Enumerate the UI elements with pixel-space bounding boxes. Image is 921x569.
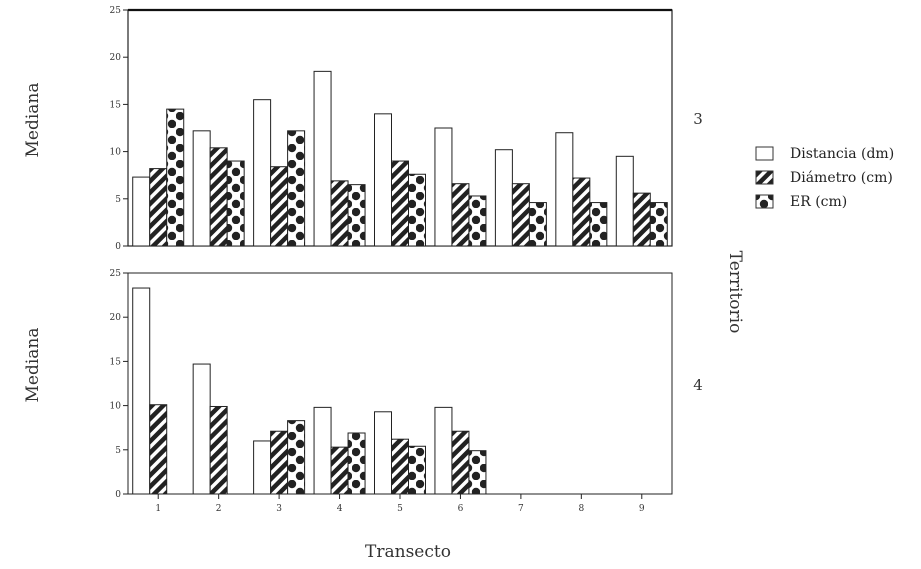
bar-diametro-p3-t7 (511, 183, 530, 247)
bar-diametro-p4-t2 (209, 405, 228, 495)
x-tick-label-8: 8 (578, 504, 584, 514)
bar-distancia-p3-t7 (494, 149, 513, 247)
x-tick-label-7: 7 (518, 504, 524, 514)
x-tick-label-9: 9 (639, 504, 645, 514)
bar-distancia-p3-t4 (313, 70, 332, 247)
bar-er-p3-t6 (468, 195, 487, 247)
bar-distancia-p3-t6 (434, 127, 453, 247)
x-axis-label: Transecto (365, 542, 451, 562)
bar-er-p4-t3 (287, 420, 306, 495)
bar-er-p4-t6 (468, 450, 487, 495)
bar-er-p3-t8 (589, 202, 608, 247)
bar-distancia-p4-t4 (313, 406, 332, 495)
bar-diametro-p3-t1 (149, 168, 168, 247)
bar-diametro-p4-t4 (330, 446, 349, 495)
bar-diametro-p4-t5 (391, 438, 409, 495)
bar-er-p3-t5 (408, 173, 426, 247)
y-tick-label-4-25: 25 (110, 269, 122, 279)
y-axis-label-bottom: Mediana (23, 327, 43, 402)
bar-diametro-p3-t9 (632, 192, 651, 247)
legend-swatch-diametro (755, 170, 774, 185)
bar-er-p3-t4 (347, 184, 366, 247)
bar-distancia-p4-t2 (192, 363, 211, 495)
y-tick-label-3-25: 25 (110, 6, 122, 16)
x-tick-label-1: 1 (155, 504, 161, 514)
bar-er-p3-t9 (649, 202, 668, 247)
bar-diametro-p4-t1 (149, 404, 168, 495)
bar-distancia-p3-t9 (615, 155, 634, 247)
facet-label-top: 3 (693, 110, 703, 128)
bar-distancia-p4-t1 (132, 287, 151, 495)
bar-er-p4-t4 (347, 432, 366, 495)
legend-label-er: ER (cm) (790, 194, 847, 210)
bar-diametro-p4-t3 (270, 430, 289, 495)
x-tick-label-6: 6 (458, 504, 464, 514)
facet-axis-label: Territorio (725, 251, 745, 334)
bar-er-p4-t5 (408, 445, 426, 495)
bar-diametro-p3-t8 (572, 177, 591, 247)
bar-diametro-p3-t3 (270, 166, 289, 247)
bar-distancia-p3-t2 (192, 130, 211, 247)
bar-diametro-p3-t2 (209, 147, 228, 247)
legend-swatch-er (755, 194, 774, 209)
y-tick-label-4-10: 10 (110, 402, 122, 412)
x-tick-label-3: 3 (276, 504, 282, 514)
y-tick-label-3-15: 15 (110, 100, 122, 110)
panel-4: 0 5 10 15 20 25 1 2 3 4 5 6 7 8 9 (110, 269, 673, 514)
legend: Distancia (dm) Diámetro (cm) ER (cm) (755, 146, 894, 210)
y-tick-label-3-0: 0 (115, 242, 121, 252)
y-tick-label-4-5: 5 (115, 446, 121, 456)
y-tick-label-4-20: 20 (110, 313, 122, 323)
bar-distancia-p3-t5 (374, 113, 392, 247)
bar-er-p3-t7 (528, 202, 547, 247)
bar-er-p3-t1 (166, 108, 185, 247)
bar-distancia-p4-t3 (253, 440, 272, 495)
y-tick-label-3-10: 10 (110, 148, 122, 158)
bar-diametro-p3-t4 (330, 180, 349, 247)
legend-label-distancia: Distancia (dm) (790, 146, 894, 162)
y-tick-label-4-0: 0 (115, 490, 121, 500)
bar-diametro-p3-t6 (451, 183, 470, 247)
panel-3: 0 5 10 15 20 25 (110, 6, 673, 252)
legend-swatch-distancia (755, 146, 774, 161)
bar-er-p3-t2 (226, 160, 245, 247)
legend-label-diametro: Diámetro (cm) (790, 170, 893, 186)
y-tick-label-3-5: 5 (115, 195, 121, 205)
facet-label-bottom: 4 (693, 376, 703, 394)
bar-distancia-p3-t1 (132, 176, 151, 247)
x-tick-label-4: 4 (337, 504, 343, 514)
bar-er-p3-t3 (287, 130, 306, 247)
bar-distancia-p3-t3 (253, 99, 272, 247)
y-tick-label-3-20: 20 (110, 53, 122, 63)
y-axis-label-top: Mediana (23, 82, 43, 157)
bar-distancia-p4-t5 (374, 411, 392, 495)
x-tick-label-5: 5 (397, 504, 403, 514)
y-tick-label-4-15: 15 (110, 357, 122, 367)
bar-distancia-p3-t8 (555, 132, 574, 247)
bar-diametro-p3-t5 (391, 160, 409, 247)
bar-diametro-p4-t6 (451, 430, 470, 495)
bar-distancia-p4-t6 (434, 406, 453, 495)
x-tick-label-2: 2 (216, 504, 222, 514)
